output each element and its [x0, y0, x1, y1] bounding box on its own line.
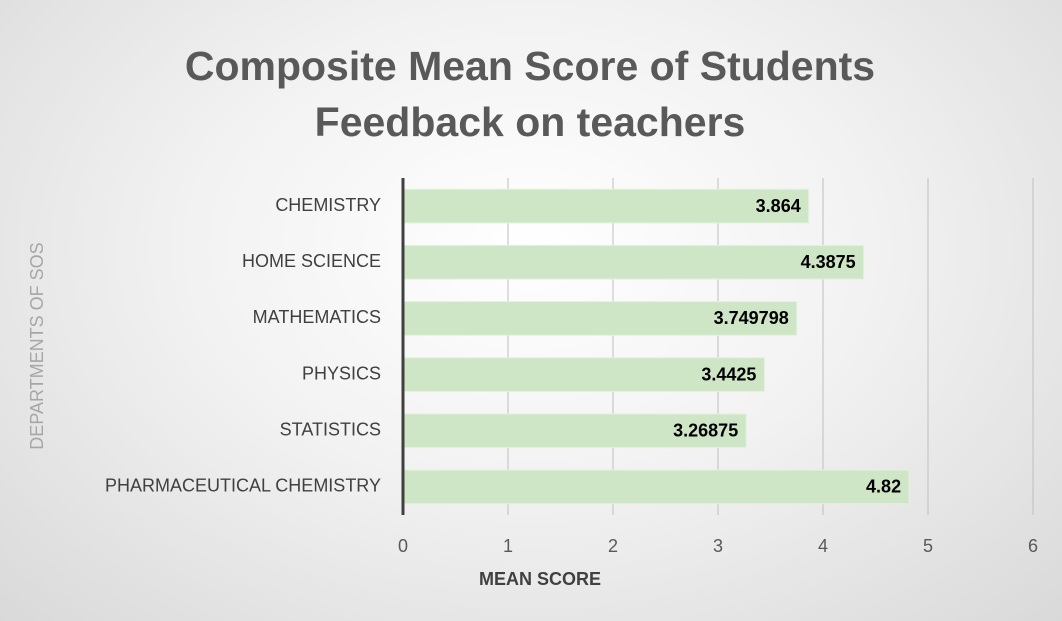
- x-axis-label: MEAN SCORE: [479, 569, 601, 589]
- y-tick-label: MATHEMATICS: [253, 307, 381, 327]
- chart-title: Composite Mean Score of Students Feedbac…: [184, 43, 876, 145]
- bar: [402, 301, 798, 336]
- x-tick-label: 4: [818, 536, 828, 556]
- y-tick-label: STATISTICS: [280, 420, 381, 440]
- data-label: 4.3875: [801, 252, 856, 272]
- y-tick-label: CHEMISTRY: [275, 195, 381, 215]
- x-tick-label: 6: [1028, 536, 1038, 556]
- bar: [402, 469, 910, 505]
- x-tick-label: 5: [923, 536, 933, 556]
- y-tick-label: PHARMACEUTICAL CHEMISTRY: [105, 476, 381, 496]
- y-axis-label: DEPARTMENTS OF SOS: [27, 242, 47, 449]
- bar: [402, 188, 810, 224]
- data-label: 4.82: [866, 477, 901, 497]
- y-tick-label: HOME SCIENCE: [242, 251, 381, 271]
- y-tick-label: PHYSICS: [302, 363, 381, 383]
- x-tick-label: 1: [503, 536, 513, 556]
- x-tick-label: 2: [608, 536, 618, 556]
- bar: [402, 357, 765, 392]
- data-label: 3.4425: [701, 364, 756, 384]
- x-tick-label: 3: [713, 536, 723, 556]
- data-label: 3.26875: [673, 421, 738, 441]
- bar: [402, 244, 865, 280]
- data-label: 3.749798: [714, 308, 789, 328]
- data-label: 3.864: [756, 196, 801, 216]
- x-tick-label: 0: [398, 536, 408, 556]
